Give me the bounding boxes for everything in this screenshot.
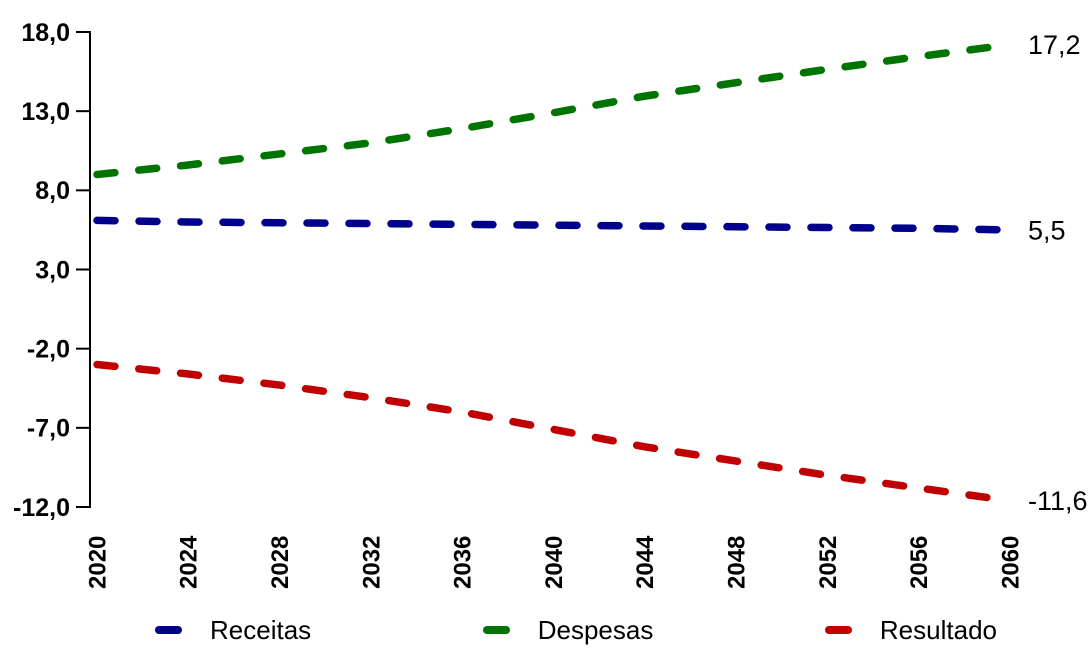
x-tick-label: 2020 (84, 536, 111, 589)
x-tick-label: 2032 (358, 536, 385, 589)
resultado-dash-swatch (824, 626, 852, 634)
y-tick-label: 3,0 (35, 256, 70, 284)
x-tick-label: 2048 (724, 536, 751, 589)
x-tick-label: 2024 (176, 535, 203, 589)
legend-item-receitas: Receitas (155, 615, 311, 646)
series-line-receitas (93, 216, 1014, 234)
y-tick-label: 18,0 (21, 19, 70, 47)
legend-item-resultado: Resultado (824, 614, 997, 646)
x-tick-label: 2040 (541, 536, 568, 589)
y-tick-label: -2,0 (27, 335, 70, 363)
line-chart-plot: 18,0 13,0 8,0 3,0 -2,0 -7,0 -12,0 2020 2024 2028 2… (13, 19, 1088, 589)
chart-legend: Receitas Despesas Resultado (0, 600, 1092, 660)
x-tick-label: 2036 (450, 536, 477, 589)
series-line-despesas (93, 40, 1014, 179)
legend-label-receitas: Receitas (210, 614, 312, 645)
y-tick-label: 13,0 (21, 98, 70, 126)
x-tick-label: 2028 (267, 536, 294, 589)
legend-label-resultado: Resultado (879, 614, 997, 645)
y-tick-label: -12,0 (13, 494, 70, 522)
end-label-resultado: -11,6 (1028, 486, 1088, 516)
end-label-receitas: 5,5 (1028, 215, 1066, 245)
legend-label-despesas: Despesas (537, 614, 654, 645)
y-tick-label: 8,0 (35, 177, 70, 205)
receitas-dash-swatch (155, 626, 182, 634)
end-label-despesas: 17,2 (1028, 30, 1081, 60)
x-tick-label: 2060 (997, 536, 1024, 589)
despesas-dash-swatch (482, 626, 510, 634)
series-line-resultado (93, 360, 1014, 505)
x-tick-label: 2056 (906, 536, 933, 589)
y-tick-label: -7,0 (27, 415, 70, 443)
legend-item-despesas: Despesas (482, 614, 654, 646)
x-tick-label: 2044 (632, 535, 659, 589)
x-tick-label: 2052 (815, 536, 842, 589)
